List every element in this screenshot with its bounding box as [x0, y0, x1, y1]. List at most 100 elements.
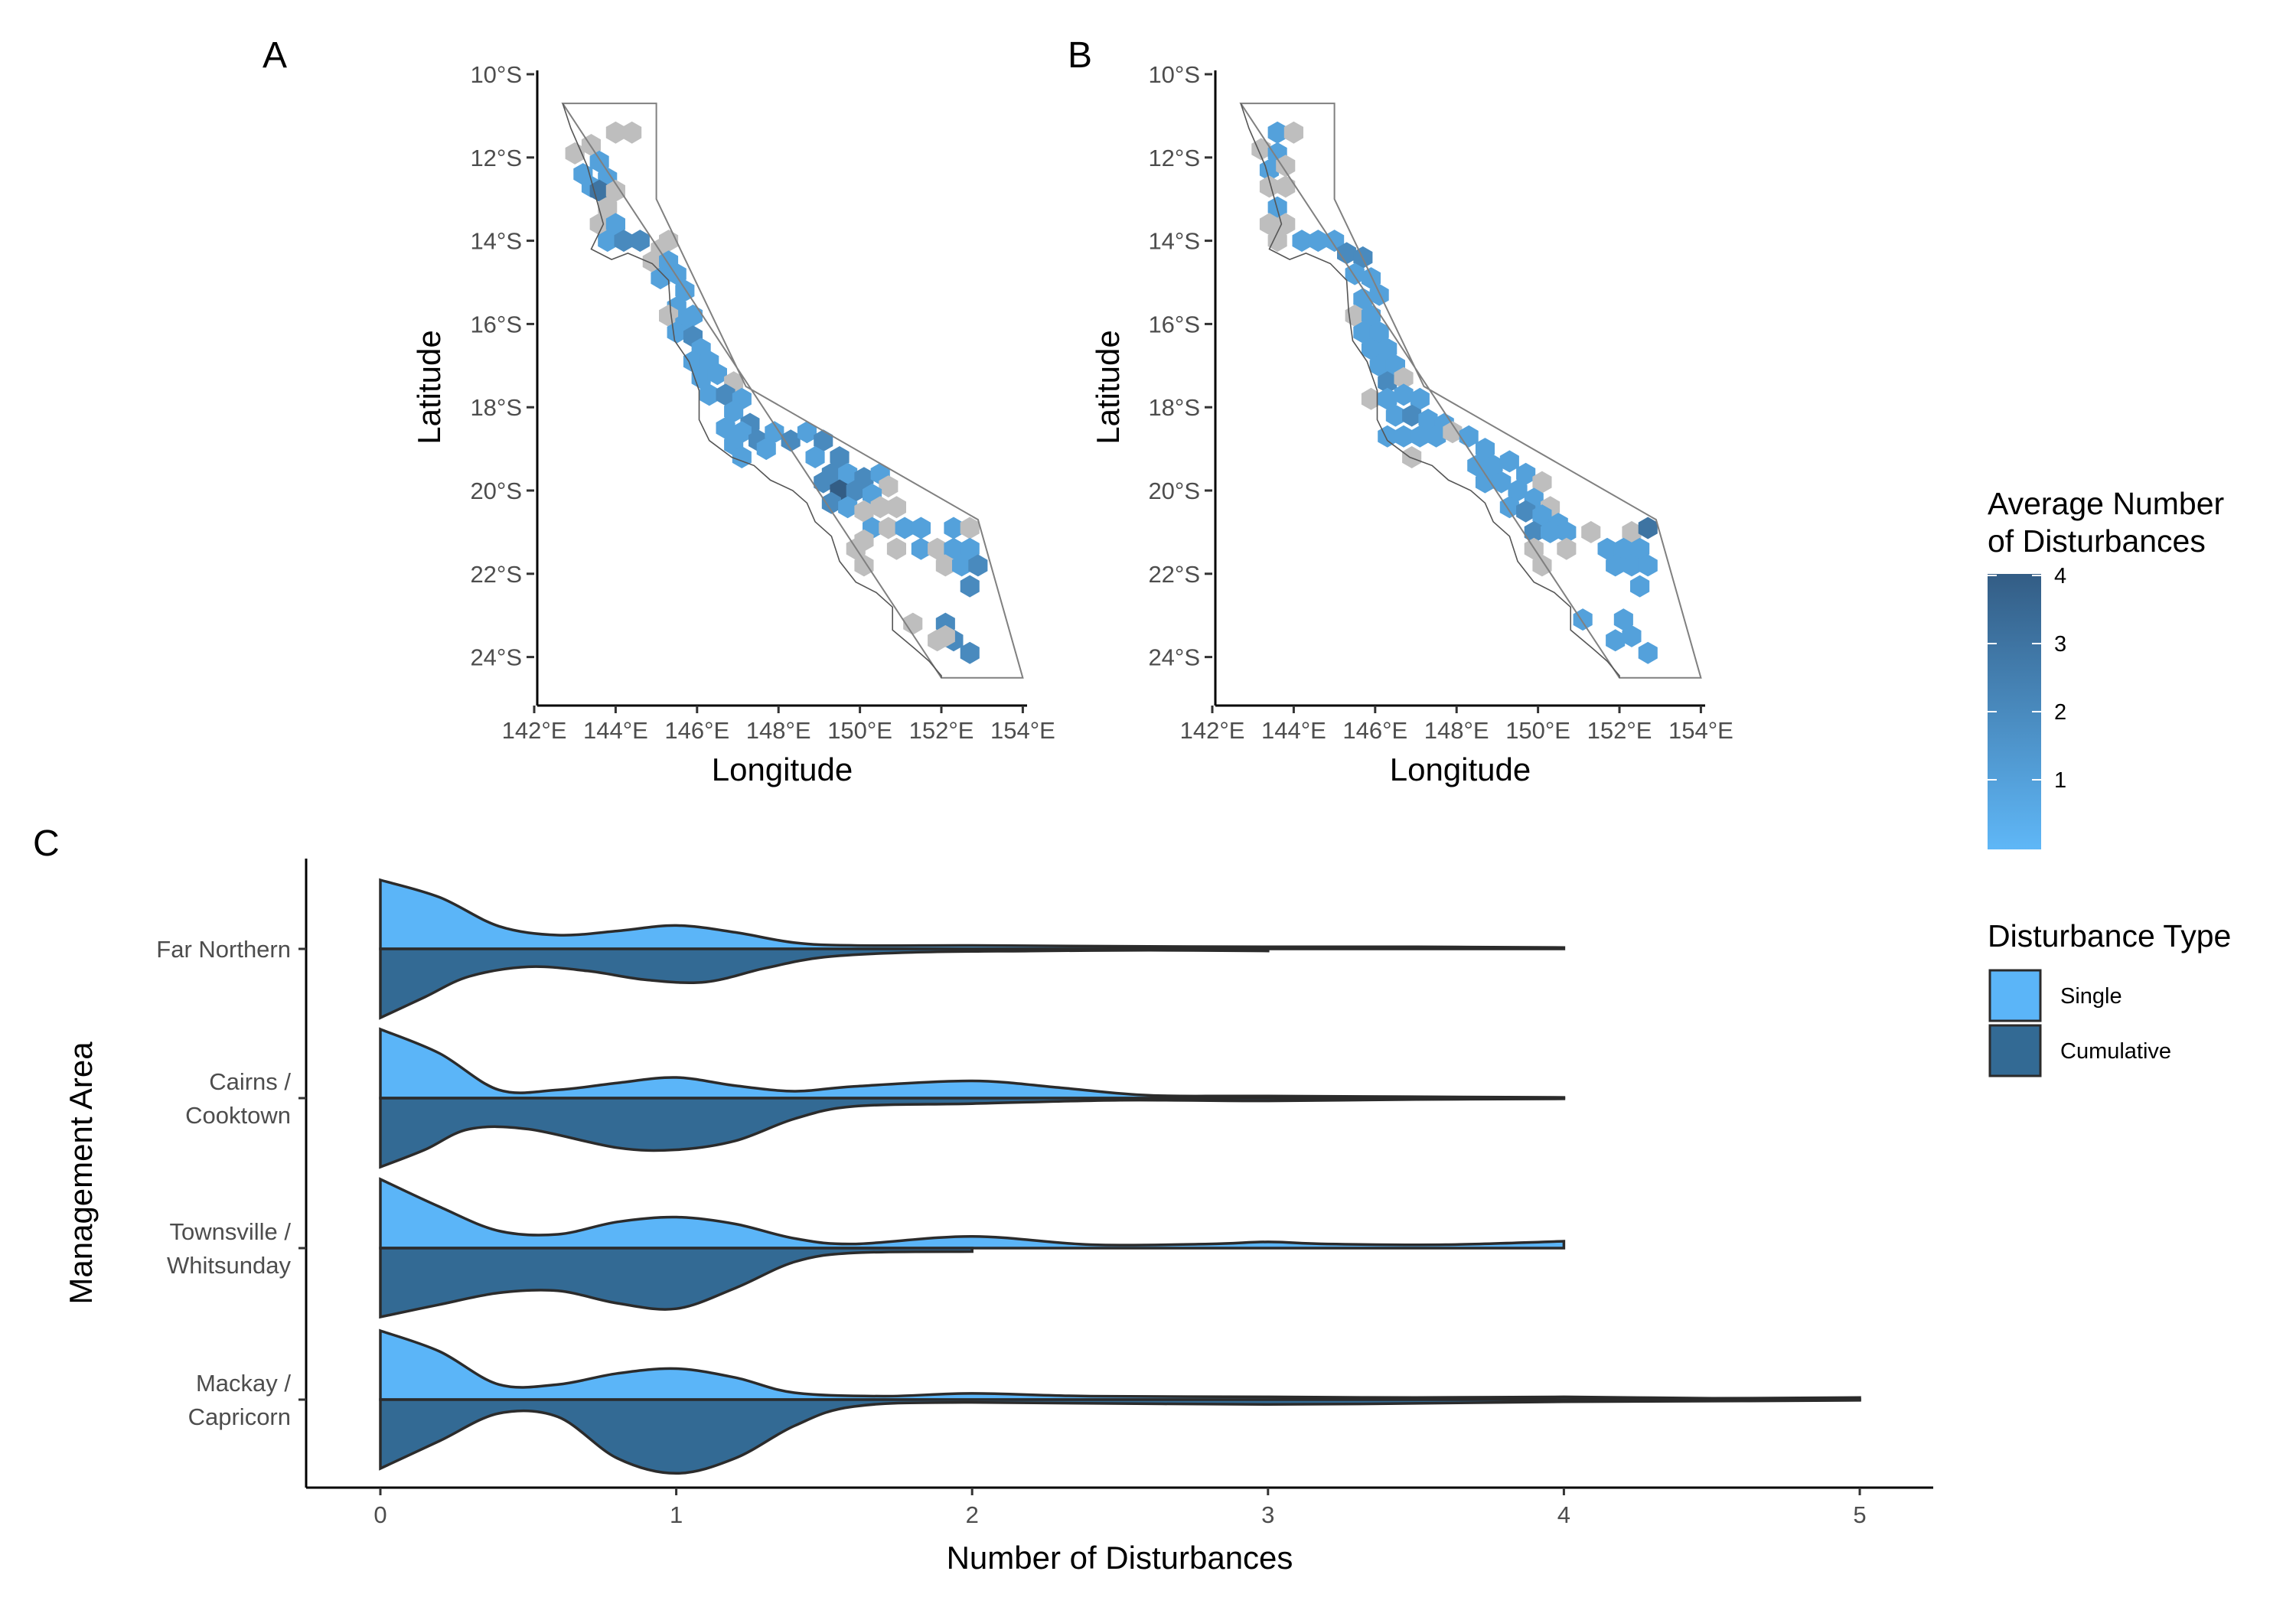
hex-cell — [895, 517, 915, 539]
hex-cell — [846, 479, 866, 502]
x-tick-label: 4 — [1557, 1501, 1570, 1528]
hex-cell — [944, 517, 964, 539]
hex-cell — [1499, 496, 1519, 519]
panel-b-letter: B — [1068, 35, 1092, 76]
panel-b-lat-ticks: 10°S 12°S 14°S 16°S 18°S 20°S 22°S 24°S — [1148, 61, 1212, 671]
hex-cell — [830, 446, 850, 468]
hex-cell — [683, 350, 703, 373]
lat-tick-label: 10°S — [1148, 61, 1200, 88]
lat-tick-label: 24°S — [1148, 644, 1200, 671]
hex-cell — [659, 305, 679, 327]
hex-cell — [886, 496, 906, 519]
hex-cell — [724, 400, 744, 423]
hex-cell — [903, 612, 923, 635]
disturbance-type-legend: Disturbance Type Single Cumulative — [1988, 918, 2231, 1077]
hex-cell — [1532, 471, 1552, 494]
hex-cell — [1581, 520, 1601, 543]
area-label: Capricorn — [188, 1403, 291, 1430]
hex-cell — [1630, 537, 1650, 560]
hex-cell — [1557, 537, 1577, 560]
hex-cell — [1292, 230, 1312, 253]
hex-cell — [1467, 454, 1487, 477]
hex-cell — [1427, 425, 1446, 448]
color-scale-legend: Average Number of Disturbances 1 2 3 4 — [1988, 486, 2224, 849]
scale-tick-label: 2 — [2054, 700, 2066, 725]
hex-cell — [1369, 283, 1389, 306]
hex-cell — [1361, 387, 1381, 410]
lon-tick-label: 142°E — [502, 717, 567, 744]
hex-cell — [1622, 554, 1642, 577]
disturbance-type-title: Disturbance Type — [1988, 918, 2231, 953]
hex-cell — [716, 383, 735, 406]
lat-tick-label: 22°S — [470, 561, 522, 588]
hex-cell — [797, 421, 817, 444]
lat-tick-label: 18°S — [470, 394, 522, 421]
hex-cell — [838, 496, 858, 519]
hex-cell — [821, 491, 841, 514]
hex-cell — [1325, 230, 1345, 253]
hex-cell — [589, 213, 609, 236]
hex-cell — [911, 517, 931, 539]
x-tick-label: 2 — [966, 1501, 979, 1528]
hex-cell — [1267, 121, 1287, 144]
hex-cell — [622, 121, 642, 144]
lon-tick-label: 144°E — [583, 717, 648, 744]
lon-tick-label: 152°E — [909, 717, 974, 744]
violin-single-3 — [379, 1328, 1861, 1401]
hex-cell — [1361, 267, 1381, 290]
panel-a-letter: A — [263, 35, 287, 76]
legend-label-cumulative: Cumulative — [2060, 1039, 2171, 1064]
color-scale-ticks: 1 2 3 4 — [1988, 564, 2066, 793]
lat-tick-label: 14°S — [470, 228, 522, 255]
lon-tick-label: 144°E — [1261, 717, 1326, 744]
lat-tick-label: 16°S — [470, 311, 522, 337]
color-scale-title-line2: of Disturbances — [1988, 523, 2206, 559]
panel-a-hexbins — [565, 121, 988, 664]
area-label: Far Northern — [156, 936, 291, 963]
hex-cell — [1516, 462, 1536, 485]
hex-cell — [683, 305, 703, 327]
hex-cell — [1378, 337, 1397, 360]
hex-cell — [1402, 404, 1422, 427]
legend-key-single — [1988, 969, 2042, 1022]
hex-cell — [838, 462, 858, 485]
hex-cell — [700, 383, 719, 406]
hex-cell — [1283, 121, 1303, 144]
hex-cell — [960, 537, 980, 560]
hex-cell — [870, 496, 890, 519]
hex-cell — [911, 537, 931, 560]
hex-cell — [1369, 354, 1389, 377]
hex-cell — [1378, 371, 1397, 394]
lon-tick-label: 142°E — [1180, 717, 1245, 744]
hex-cell — [589, 179, 609, 202]
hex-cell — [960, 575, 980, 598]
violin-single-1 — [379, 1027, 1566, 1100]
lat-tick-label: 14°S — [1148, 228, 1200, 255]
violin-single-2 — [379, 1177, 1566, 1250]
hex-cell — [1378, 387, 1397, 410]
panel-a-y-title: Latitude — [411, 330, 447, 444]
hex-cell — [1516, 500, 1536, 523]
hex-cell — [614, 230, 634, 253]
hex-cell — [1638, 641, 1658, 664]
hex-cell — [1410, 387, 1430, 410]
scale-tick-label: 1 — [2054, 768, 2066, 793]
panel-c-y-title: Management Area — [63, 1041, 99, 1305]
panel-c: C 0 1 2 3 4 5 Far Northern Cairns / Cooktown Tow… — [33, 823, 1933, 1576]
hex-cell — [814, 471, 833, 494]
panel-c-letter: C — [33, 823, 60, 864]
panel-b: B 10°S 12°S 14°S 16°S 18°S 20°S 22°S 24°S 142°E… — [1068, 35, 1733, 787]
management-boundary — [561, 103, 1024, 679]
lon-tick-label: 146°E — [664, 717, 729, 744]
legend-key-cumulative — [1988, 1024, 2042, 1077]
area-label: Cooktown — [185, 1102, 291, 1129]
lon-tick-label: 150°E — [827, 717, 892, 744]
hex-cell — [605, 179, 625, 202]
area-label: Whitsunday — [167, 1252, 291, 1279]
scale-tick-label: 4 — [2054, 564, 2066, 588]
lat-tick-label: 24°S — [470, 644, 522, 671]
hex-cell — [1353, 288, 1373, 311]
hex-cell — [630, 230, 650, 253]
hex-cell — [1606, 629, 1626, 652]
lat-tick-label: 20°S — [1148, 478, 1200, 504]
